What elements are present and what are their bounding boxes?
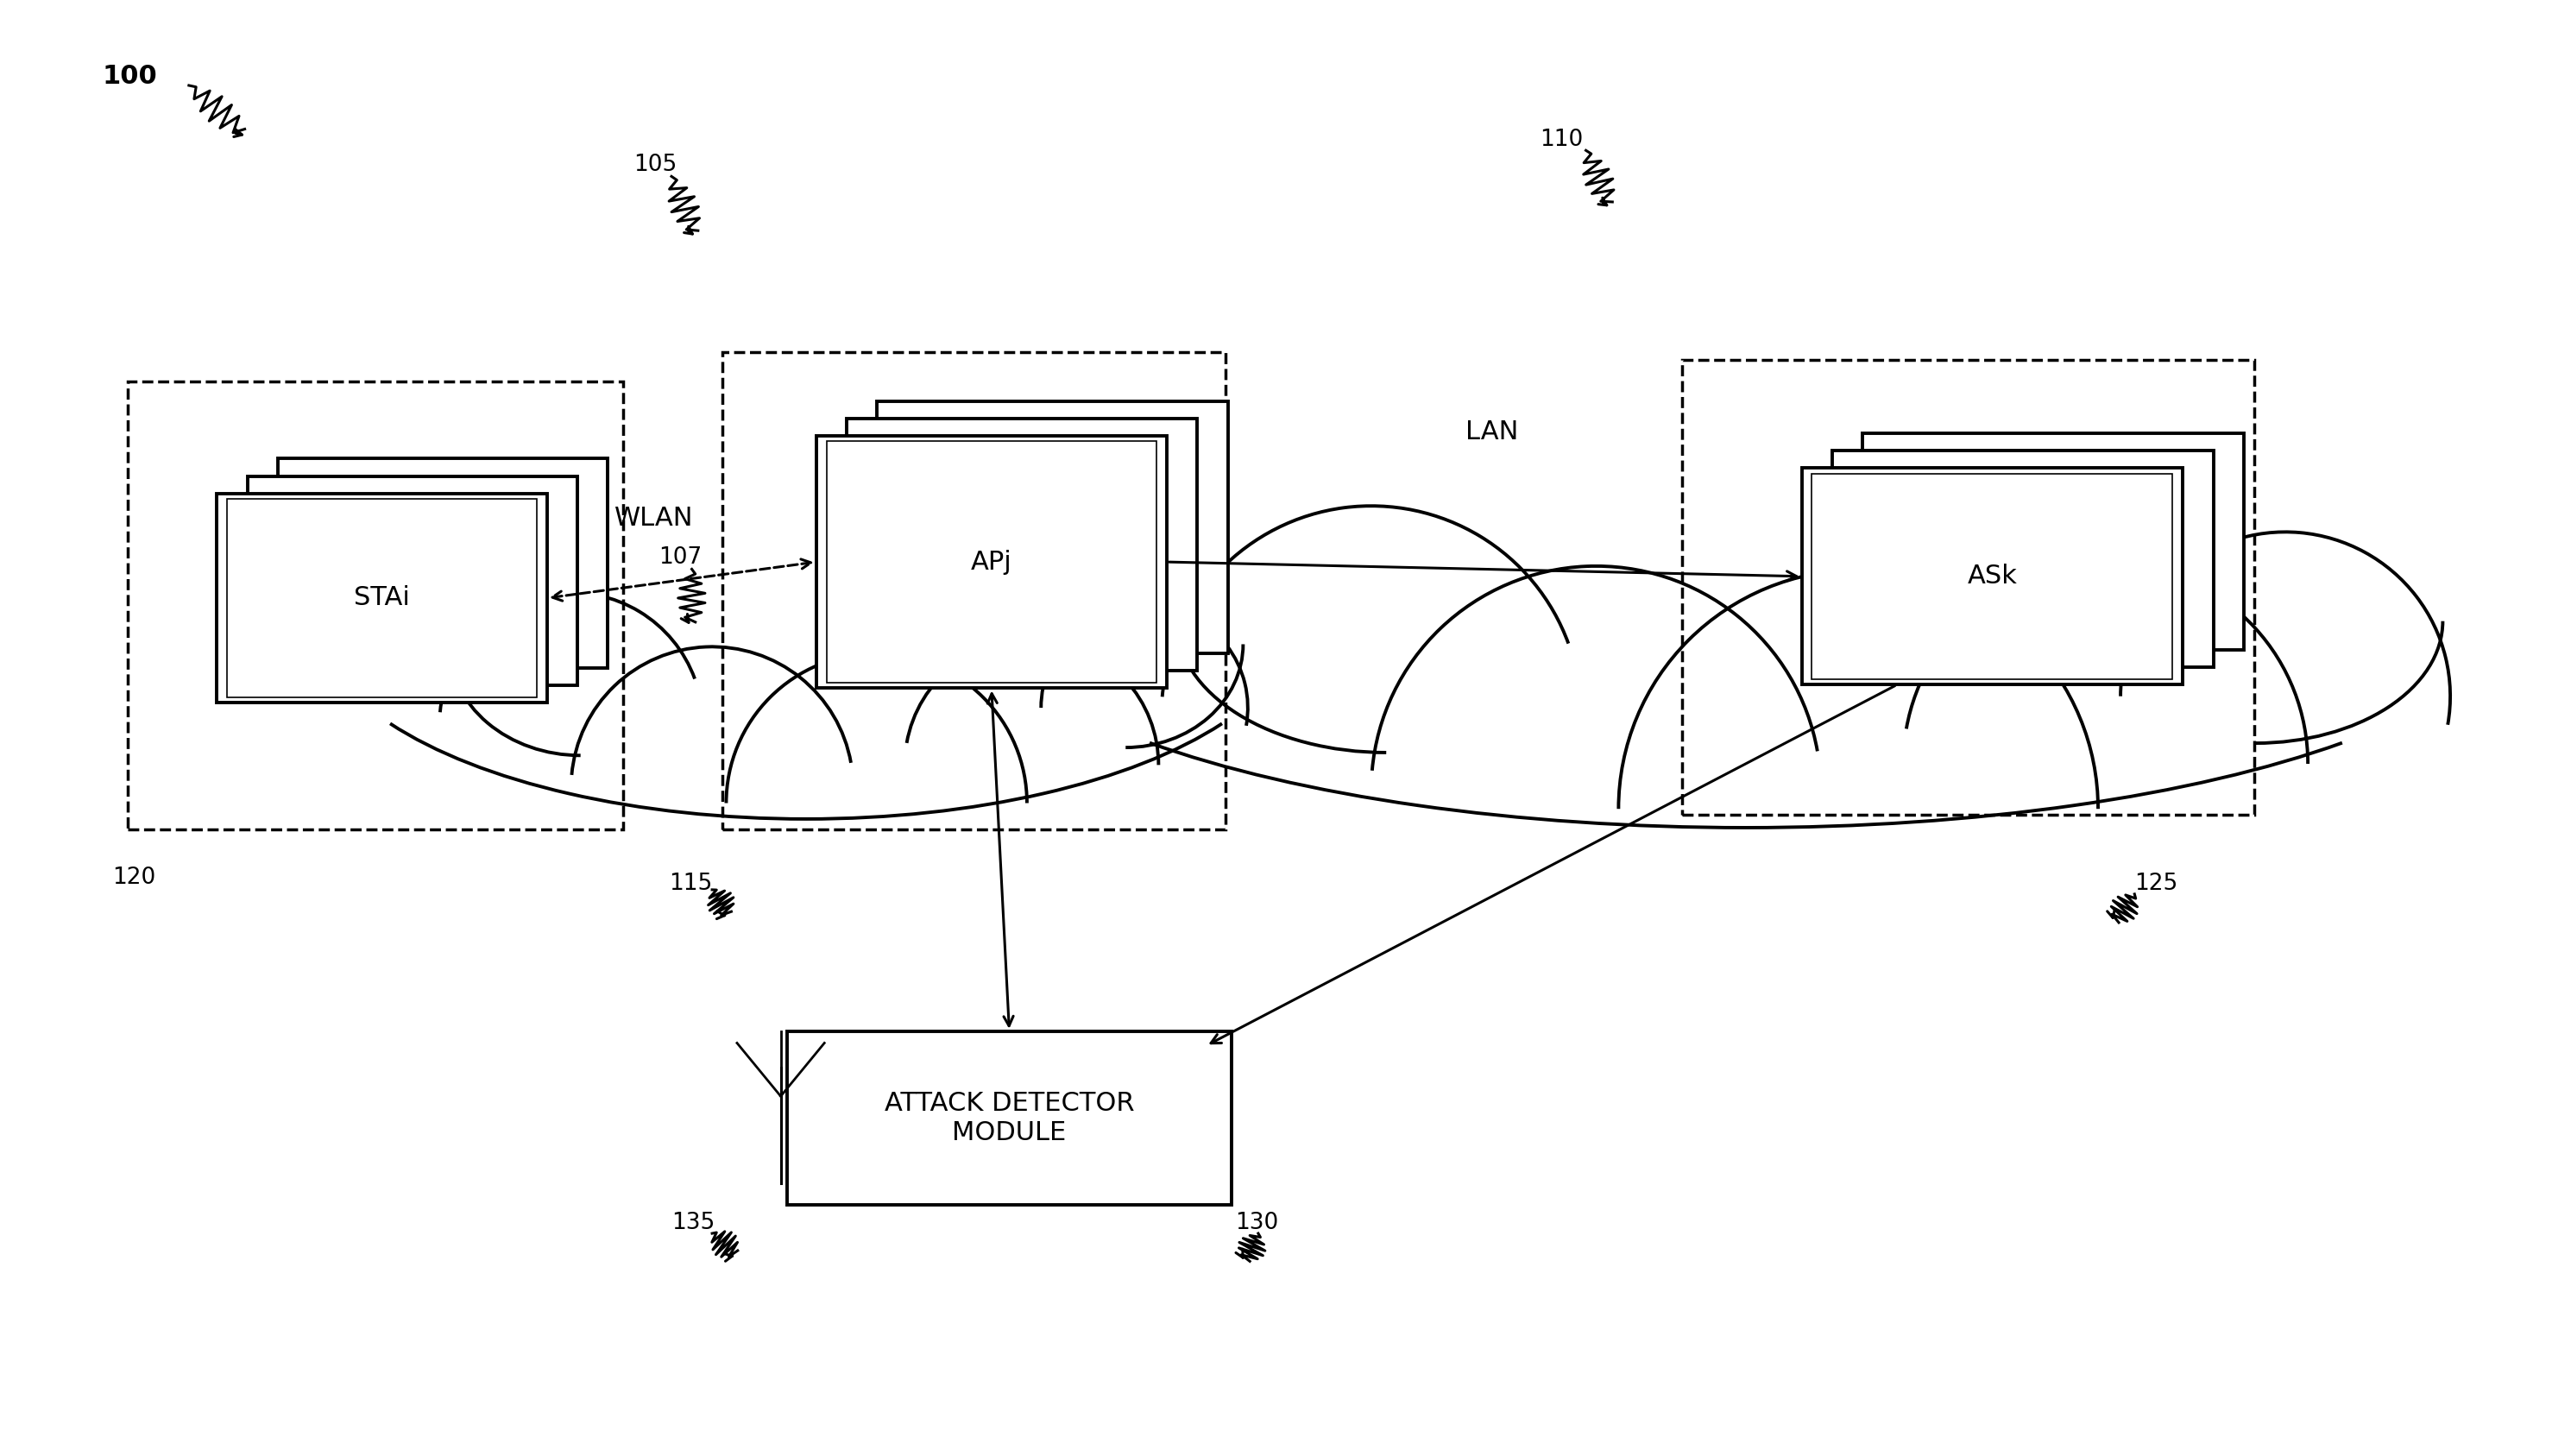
Bar [128, 381, 623, 828]
Bar [1863, 434, 2243, 649]
Text: APj: APj [970, 549, 1013, 575]
Bar [227, 499, 536, 697]
Bar [248, 476, 577, 686]
Bar [817, 435, 1166, 689]
Bar [1802, 467, 2182, 684]
Text: ATTACK DETECTOR
MODULE: ATTACK DETECTOR MODULE [886, 1091, 1133, 1144]
Text: 110: 110 [1541, 128, 1585, 151]
Bar [217, 494, 546, 703]
Text: 105: 105 [633, 153, 676, 176]
Bar [1682, 360, 2253, 815]
Bar [722, 352, 1225, 828]
Bar [827, 441, 1156, 683]
Text: 100: 100 [102, 64, 158, 89]
Bar [878, 400, 1228, 654]
Text: 115: 115 [669, 872, 712, 895]
Bar [786, 1031, 1233, 1204]
Text: WLAN: WLAN [615, 507, 694, 531]
Text: STAi: STAi [355, 585, 411, 610]
Text: 120: 120 [112, 866, 156, 890]
Bar [278, 459, 607, 668]
Text: ASk: ASk [1968, 563, 2016, 588]
Text: 107: 107 [658, 546, 702, 568]
Text: 125: 125 [2133, 872, 2177, 895]
Bar [847, 418, 1197, 671]
Text: 130: 130 [1235, 1211, 1279, 1235]
Text: 135: 135 [671, 1211, 715, 1235]
Bar [1812, 473, 2172, 678]
Text: LAN: LAN [1465, 419, 1518, 444]
Bar [1832, 451, 2213, 667]
